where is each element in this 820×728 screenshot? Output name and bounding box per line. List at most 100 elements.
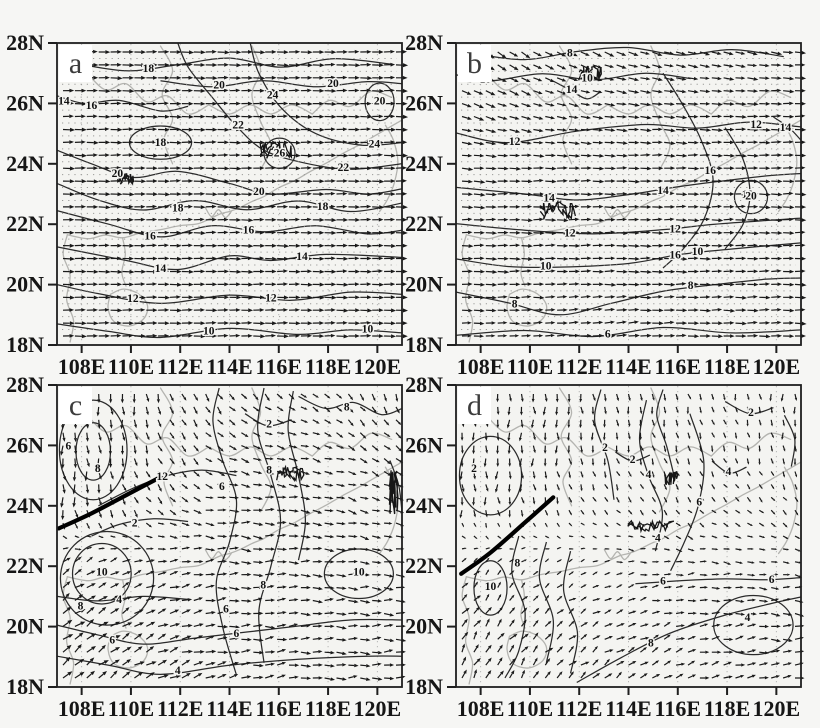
y-tick-label: 18N: [405, 674, 443, 699]
contour-value-label: 12: [127, 293, 139, 305]
dark-scribble-cluster: [388, 470, 399, 515]
coastline-path: [558, 387, 573, 507]
contour-value-label: 4: [745, 612, 751, 624]
contour-value-label: 2: [630, 454, 636, 466]
x-tick-label: 114E: [605, 354, 651, 379]
coastline-path: [607, 446, 712, 457]
y-tick-label: 28N: [6, 372, 44, 397]
contour-value-label: 14: [657, 185, 669, 197]
x-tick-label: 116E: [655, 354, 701, 379]
contour-value-label: 2: [602, 442, 608, 454]
y-tick-label: 24N: [6, 493, 44, 518]
contour-value-label: 14: [58, 95, 70, 107]
contour-line: [455, 326, 802, 338]
wind-vector-heads: [466, 50, 807, 339]
contour-value-label: 20: [745, 191, 757, 203]
coastline-path: [204, 548, 232, 561]
y-tick-label: 18N: [6, 332, 44, 357]
y-tick-label: 20N: [6, 614, 44, 639]
contour-value-label: 20: [112, 168, 124, 180]
contour-value-label: 8: [266, 465, 272, 477]
contour-value-label: 8: [344, 402, 350, 414]
contour-value-label: 18: [742, 189, 754, 201]
x-tick-label: 116E: [655, 696, 701, 721]
coastline-path: [461, 234, 474, 343]
coastline-path: [603, 206, 631, 219]
contour-value-label: 12: [750, 119, 762, 131]
contour-value-label: 10: [540, 261, 552, 273]
contour-value-label: 6: [769, 574, 775, 586]
y-tick-label: 28N: [405, 372, 443, 397]
coastline-path: [520, 237, 526, 287]
dark-scribble-cluster: [627, 518, 675, 534]
x-tick-label: 108E: [58, 696, 106, 721]
y-tick-label: 22N: [405, 211, 443, 236]
coastline-path: [520, 579, 526, 629]
coastline-path: [208, 104, 313, 115]
contour-line: [59, 530, 155, 626]
y-tick-label: 26N: [405, 90, 443, 115]
x-tick-label: 118E: [305, 696, 351, 721]
contour-value-label: 8: [512, 298, 518, 310]
contour-value-label: 8: [567, 48, 573, 60]
x-tick-label: 114E: [206, 354, 252, 379]
contour-line: [56, 323, 403, 339]
contour-value-label: 12: [156, 471, 168, 483]
x-tick-label: 112E: [157, 696, 203, 721]
x-tick-label: 114E: [206, 696, 252, 721]
contour-line: [724, 401, 774, 415]
contour-line: [56, 95, 189, 112]
contour-value-label: 8: [648, 637, 654, 649]
coastline-path: [378, 124, 399, 213]
y-tick-label: 20N: [6, 272, 44, 297]
coastline-path: [311, 432, 393, 457]
contour-value-label: 8: [515, 558, 521, 570]
y-tick-label: 22N: [405, 553, 443, 578]
contour-value-label: 2: [266, 419, 272, 431]
x-tick-label: 108E: [58, 354, 106, 379]
contour-value-label: 20: [213, 80, 225, 92]
contour-line: [56, 595, 189, 602]
coastline-path: [465, 119, 802, 240]
dark-scribble-cluster: [276, 464, 305, 483]
x-tick-label: 112E: [157, 354, 203, 379]
contour-value-label: 6: [605, 329, 611, 341]
contour-line: [249, 42, 403, 147]
contour-value-label: 16: [243, 224, 255, 236]
contour-value-label: 10: [692, 246, 704, 258]
coastline-path: [482, 69, 609, 115]
contour-value-label: 4: [175, 665, 181, 677]
contour-value-label: 6: [696, 496, 702, 508]
y-tick-label: 24N: [405, 493, 443, 518]
contour-value-label: 4: [646, 469, 652, 481]
contour-line: [71, 542, 132, 605]
contour-line: [656, 389, 675, 476]
x-tick-label: 108E: [457, 696, 505, 721]
coastline-path: [66, 119, 403, 240]
x-tick-label: 120E: [354, 696, 402, 721]
coastline-path: [66, 461, 403, 582]
contour-line: [733, 179, 769, 215]
wind-vector-heads: [69, 49, 409, 339]
x-tick-label: 110E: [507, 696, 553, 721]
contour-line: [713, 594, 794, 656]
panel-c-letter-label: c: [59, 387, 92, 424]
contour-line: [473, 560, 508, 616]
coastline-path: [107, 288, 149, 327]
contour-value-label: 20: [327, 78, 339, 90]
contour-line: [244, 413, 292, 427]
dark-scribble-cluster: [664, 471, 679, 486]
coastline-path: [251, 45, 272, 171]
panel-a-letter-label: a: [59, 45, 92, 82]
coastline-path: [465, 461, 802, 582]
contour-line: [615, 451, 651, 462]
contour-line: [91, 518, 189, 537]
contour-line: [783, 414, 796, 467]
x-tick-label: 118E: [704, 696, 750, 721]
x-tick-label: 116E: [256, 354, 302, 379]
contour-line: [56, 182, 403, 213]
coastline-path: [506, 630, 548, 669]
contour-value-label: 24: [369, 138, 381, 150]
coastline-path: [251, 387, 272, 513]
